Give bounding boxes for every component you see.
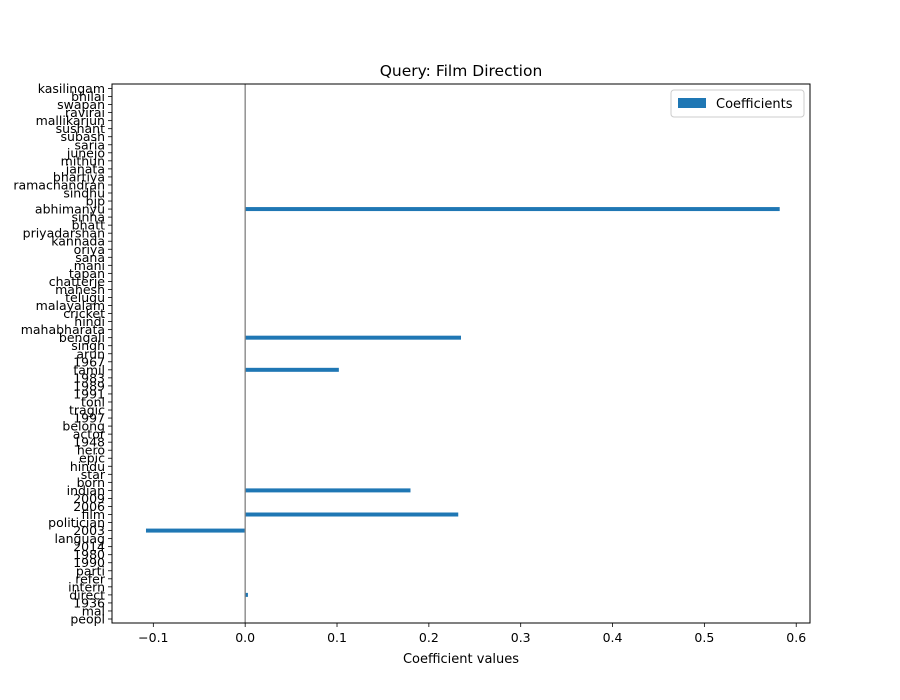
legend-frame (670, 89, 805, 118)
bar-direct (245, 592, 248, 597)
y-tick-label-mani: mani (74, 258, 105, 273)
y-tick-label-actor: actor (73, 427, 106, 442)
x-tick-label: −0.1 (138, 630, 168, 645)
y-tick-label-ramachandran: ramachandran (13, 177, 105, 192)
y-tick-label-mal: mal (82, 603, 105, 618)
y-tick-label-hindi: hindi (74, 314, 105, 329)
bar-2003 (145, 528, 246, 533)
y-tick-label-2014: 2014 (73, 539, 105, 554)
y-tick-label-chatterje: chatterje (49, 274, 106, 289)
y-tick-label-tamil: tamil (73, 362, 105, 377)
y-tick-label-indian: indian (67, 483, 105, 498)
y-tick-label-born: born (77, 475, 105, 490)
y-tick-label-saria: saria (75, 137, 105, 152)
y-tick-label-direct: direct (69, 587, 105, 602)
y-tick-label-sinha: sinha (72, 210, 106, 225)
y-axis-ticks: peoplmal1936directinternreferparti199019… (13, 81, 112, 627)
bar-film (245, 512, 459, 517)
y-tick-label-politician: politician (48, 515, 105, 530)
y-tick-label-arun: arun (76, 346, 105, 361)
x-tick-label: 0.5 (694, 630, 714, 645)
y-tick-label-kannada: kannada (51, 234, 105, 249)
bar-tamil (245, 367, 339, 372)
y-tick-label-junejo: junejo (66, 145, 105, 160)
y-tick-label-refer: refer (75, 571, 106, 586)
y-tick-label-1989: 1989 (73, 378, 105, 393)
y-tick-label-parti: parti (76, 563, 105, 578)
x-tick-label: 0.1 (327, 630, 347, 645)
x-tick-label: 0.6 (786, 630, 806, 645)
x-tick-label: 0.2 (419, 630, 439, 645)
y-tick-label-bjp: bjp (86, 194, 105, 209)
y-tick-label-1983: 1983 (73, 370, 105, 385)
y-tick-label-1967: 1967 (73, 354, 105, 369)
y-tick-label-cricket: cricket (63, 306, 105, 321)
x-tick-label: 0.4 (603, 630, 623, 645)
y-tick-label-1991: 1991 (73, 386, 105, 401)
y-tick-label-film: film (81, 507, 105, 522)
y-tick-label-peopl: peopl (70, 612, 105, 627)
y-tick-label-mahesh: mahesh (55, 282, 105, 297)
y-tick-label-subash: subash (61, 129, 105, 144)
y-tick-label-mahabharata: mahabharata (21, 322, 105, 337)
bar-abhimanyu (245, 207, 780, 212)
y-tick-label-belong: belong (62, 419, 105, 434)
y-tick-label-bhatt: bhatt (72, 218, 105, 233)
legend-label: Coefficients (716, 97, 793, 112)
y-tick-label-bengali: bengali (59, 330, 105, 345)
y-tick-label-1990: 1990 (73, 555, 105, 570)
y-tick-label-tragic: tragic (69, 403, 105, 418)
x-tick-label: 0.0 (235, 630, 255, 645)
y-tick-label-ravirai: ravirai (65, 105, 105, 120)
y-tick-label-sushant: sushant (56, 121, 105, 136)
x-tick-label: 0.3 (511, 630, 531, 645)
y-tick-label-oriya: oriya (74, 242, 105, 257)
chart-title: Query: Film Direction (380, 62, 543, 80)
y-tick-label-1980: 1980 (73, 547, 105, 562)
y-tick-label-telugu: telugu (65, 290, 105, 305)
bar-indian (245, 488, 411, 493)
y-tick-label-abhimanyu: abhimanyu (35, 202, 105, 217)
y-tick-label-hero: hero (77, 443, 105, 458)
y-tick-label-intern: intern (68, 579, 105, 594)
y-tick-label-swapan: swapan (57, 97, 105, 112)
y-tick-label-priyadarshan: priyadarshan (23, 226, 105, 241)
y-tick-label-hindu: hindu (70, 459, 105, 474)
x-axis-title: Coefficient values (403, 652, 519, 667)
y-tick-label-star: star (81, 467, 106, 482)
y-tick-label-bhilai: bhilai (71, 89, 105, 104)
y-tick-label-kasilingam: kasilingam (38, 81, 105, 96)
y-tick-label-epic: epic (79, 451, 105, 466)
y-tick-label-languag: languag (54, 531, 105, 546)
y-tick-label-mithun: mithun (61, 153, 105, 168)
y-tick-label-mallikarjun: mallikarjun (36, 113, 105, 128)
y-tick-label-tonl: tonl (81, 394, 105, 409)
y-tick-label-singh: singh (71, 338, 105, 353)
y-tick-label-sana: sana (75, 250, 105, 265)
y-tick-label-bhartiya: bhartiya (53, 169, 105, 184)
y-tick-label-malayalam: malayalam (36, 298, 105, 313)
y-tick-label-1997: 1997 (73, 411, 105, 426)
y-tick-label-1936: 1936 (73, 595, 105, 610)
x-axis-ticks: −0.1 0.0 0.1 0.2 0.3 0.4 0.5 0.6 (138, 623, 806, 645)
y-tick-label-janata: janata (65, 161, 105, 176)
y-tick-label-2003: 2003 (73, 523, 105, 538)
y-tick-label-1948: 1948 (73, 435, 105, 450)
bar-bengali (245, 335, 461, 340)
plot-frame (111, 83, 811, 624)
y-tick-label-sindhu: sindhu (63, 185, 105, 200)
y-tick-label-2009: 2009 (73, 491, 105, 506)
bars-group (145, 207, 780, 597)
legend: Coefficients (670, 89, 805, 118)
y-tick-label-2006: 2006 (73, 499, 105, 514)
y-tick-label-tapan: tapan (69, 266, 105, 281)
legend-swatch (678, 98, 706, 108)
